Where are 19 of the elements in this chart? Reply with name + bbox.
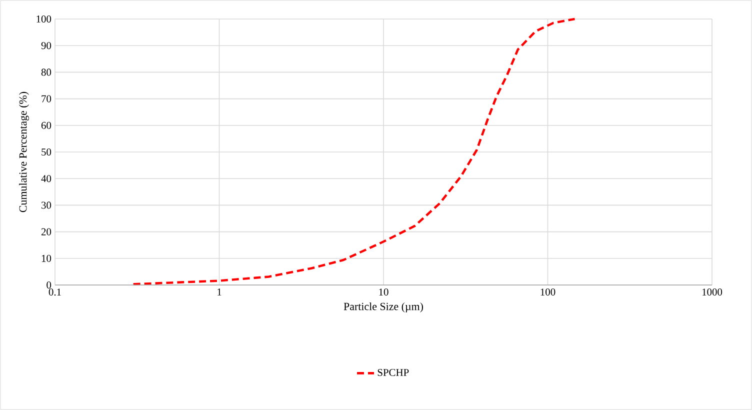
legend-label: SPCHP (378, 368, 409, 376)
y-tick-label: 90 (41, 42, 52, 50)
y-tick-label: 80 (41, 68, 52, 76)
y-tick-label: 70 (42, 95, 52, 102)
y-tick-label: 60 (41, 122, 52, 129)
x-tick-label: 1000 (702, 288, 722, 296)
x-axis-title: Particle Size (µm) (344, 302, 423, 312)
y-tick-label: 30 (42, 202, 52, 209)
x-tick-label: 0.1 (48, 288, 61, 296)
y-axis-title: Cumulative Percentage (%) (18, 92, 29, 212)
x-tick-label: 1 (218, 288, 222, 296)
y-tick-label: 50 (42, 148, 52, 156)
y-tick-label: 0 (46, 281, 52, 289)
y-tick-label: 20 (41, 228, 52, 236)
y-tick-label: 40 (41, 175, 52, 182)
x-tick-label: 100 (540, 288, 556, 296)
y-tick-label: 10 (42, 254, 52, 262)
y-tick-label: 100 (36, 15, 52, 23)
x-tick-label: 10 (379, 288, 388, 296)
